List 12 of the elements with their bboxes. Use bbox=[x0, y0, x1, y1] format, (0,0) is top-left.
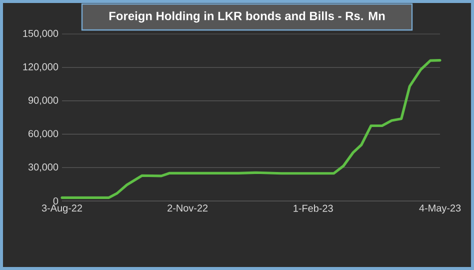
y-tick-label: 90,000 bbox=[28, 96, 58, 105]
line-series bbox=[60, 58, 442, 199]
x-tick-label: 2-Nov-22 bbox=[168, 204, 208, 212]
y-tick-label: 150,000 bbox=[23, 30, 58, 38]
x-tick-label: 3-Aug-22 bbox=[42, 204, 82, 214]
y-tick-label: 120,000 bbox=[23, 63, 58, 72]
y-tick-label: 0 bbox=[53, 197, 58, 205]
x-tick-label: 4-May-23 bbox=[419, 204, 461, 214]
chart-title: Foreign Holding in LKR bonds and Bills - Rs. Mn bbox=[109, 11, 385, 23]
x-tick-label: 1-Feb-23 bbox=[294, 204, 333, 212]
y-tick-label: 60,000 bbox=[28, 130, 58, 138]
y-tick-label: 30,000 bbox=[28, 163, 58, 172]
